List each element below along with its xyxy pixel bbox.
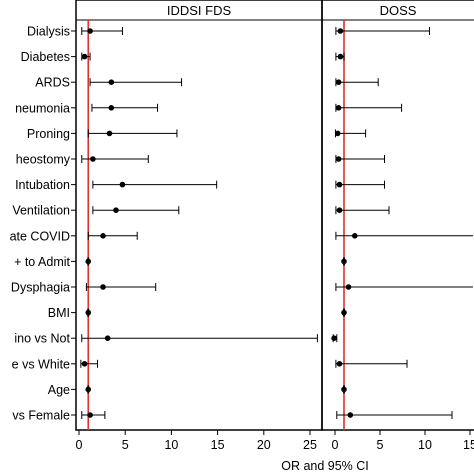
category-label: e vs White	[12, 357, 70, 371]
odds-ratio-point	[341, 309, 347, 316]
category-label: Intubation	[15, 178, 70, 192]
odds-ratio-point	[335, 79, 342, 85]
x-tick-label: 5	[377, 438, 384, 452]
odds-ratio-point	[331, 335, 337, 342]
category-label: Dysphagia	[11, 281, 70, 295]
odds-ratio-point	[113, 207, 119, 213]
category-label: Dialysis	[27, 25, 70, 39]
x-tick-label: 25	[303, 438, 317, 452]
odds-ratio-point	[106, 130, 113, 137]
odds-ratio-point	[352, 233, 358, 239]
category-label: heostomy	[16, 153, 71, 167]
x-tick-label: 10	[418, 438, 432, 452]
category-label: + to Admit	[14, 255, 70, 269]
category-label: Diabetes	[21, 50, 70, 64]
odds-ratio-point	[335, 156, 342, 162]
x-tick-label: 15	[211, 438, 225, 452]
x-tick-label: 10	[164, 438, 178, 452]
odds-ratio-point	[85, 386, 92, 393]
category-label: neumonia	[15, 101, 70, 115]
odds-ratio-point	[336, 181, 343, 188]
odds-ratio-point	[345, 284, 352, 290]
category-label: Proning	[27, 127, 70, 141]
panel-title-iddsi: IDDSI FDS	[167, 3, 232, 18]
odds-ratio-point	[104, 335, 111, 342]
odds-ratio-point	[337, 28, 344, 34]
category-label: Age	[48, 383, 70, 397]
odds-ratio-point	[81, 53, 88, 60]
odds-ratio-point	[341, 386, 347, 393]
odds-ratio-point	[100, 284, 106, 290]
odds-ratio-point	[90, 156, 96, 162]
odds-ratio-point	[85, 258, 92, 265]
odds-ratio-point	[108, 105, 115, 111]
odds-ratio-point	[81, 361, 88, 367]
category-label: BMI	[48, 306, 70, 320]
odds-ratio-point	[337, 53, 344, 60]
odds-ratio-point	[100, 233, 106, 239]
odds-ratio-point	[335, 105, 342, 111]
x-tick-label: 5	[122, 438, 129, 452]
odds-ratio-point	[334, 130, 341, 137]
odds-ratio-point	[341, 258, 347, 265]
x-tick-label: 0	[76, 438, 83, 452]
panel-frame-iddsi	[75, 0, 323, 431]
category-label: Ventilation	[12, 204, 70, 218]
x-tick-label: 15	[463, 438, 474, 452]
category-label: ino vs Not	[14, 332, 70, 346]
x-tick-label: 20	[257, 438, 271, 452]
category-label: ate COVID	[10, 229, 70, 243]
category-label: ARDS	[35, 76, 70, 90]
odds-ratio-point	[87, 412, 93, 418]
odds-ratio-point	[108, 79, 115, 85]
odds-ratio-point	[336, 207, 343, 213]
panel-title-doss: DOSS	[380, 3, 417, 18]
odds-ratio-point	[119, 181, 126, 188]
odds-ratio-point	[336, 361, 343, 367]
category-label: vs Female	[12, 409, 70, 423]
x-axis-title: OR and 95% CI	[281, 459, 369, 473]
odds-ratio-point	[85, 309, 92, 316]
odds-ratio-point	[347, 412, 354, 418]
x-tick-label: 0	[332, 438, 339, 452]
odds-ratio-point	[87, 28, 93, 34]
panel-frame-doss	[321, 0, 474, 431]
